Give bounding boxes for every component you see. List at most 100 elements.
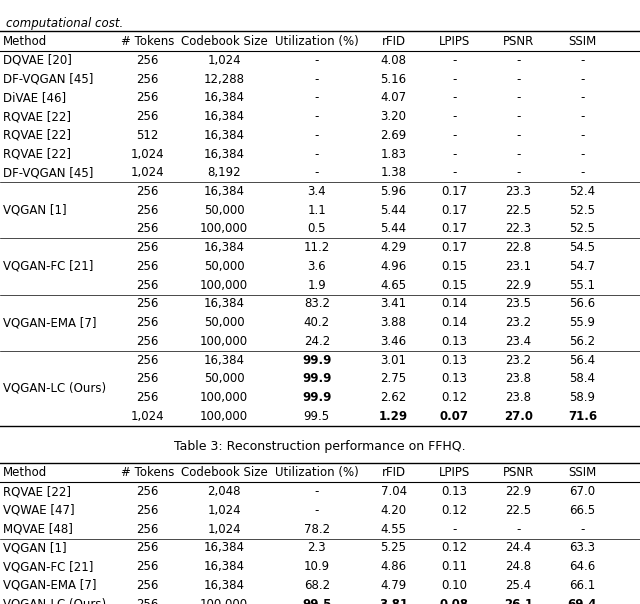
Text: 56.4: 56.4 [570, 353, 595, 367]
Text: VQGAN-LC (Ours): VQGAN-LC (Ours) [3, 382, 106, 394]
Text: 256: 256 [136, 204, 158, 217]
Text: 256: 256 [136, 91, 158, 104]
Text: VQGAN [1]: VQGAN [1] [3, 541, 67, 554]
Text: -: - [452, 91, 456, 104]
Text: 8,192: 8,192 [207, 166, 241, 179]
Text: -: - [315, 72, 319, 86]
Text: 0.13: 0.13 [442, 485, 467, 498]
Text: 0.17: 0.17 [442, 222, 467, 236]
Text: 1.1: 1.1 [307, 204, 326, 217]
Text: -: - [452, 72, 456, 86]
Text: computational cost.: computational cost. [6, 17, 124, 30]
Text: -: - [580, 166, 584, 179]
Text: 23.8: 23.8 [506, 391, 531, 404]
Text: 52.4: 52.4 [570, 185, 595, 198]
Text: -: - [580, 91, 584, 104]
Text: 3.88: 3.88 [381, 316, 406, 329]
Text: 0.17: 0.17 [442, 241, 467, 254]
Text: 99.5: 99.5 [302, 597, 332, 604]
Text: 0.13: 0.13 [442, 372, 467, 385]
Text: 4.29: 4.29 [380, 241, 407, 254]
Text: -: - [315, 166, 319, 179]
Text: -: - [580, 522, 584, 536]
Text: 0.13: 0.13 [442, 335, 467, 348]
Text: 16,384: 16,384 [204, 541, 244, 554]
Text: 5.44: 5.44 [381, 222, 406, 236]
Text: 100,000: 100,000 [200, 278, 248, 292]
Text: -: - [315, 110, 319, 123]
Text: 0.12: 0.12 [442, 541, 467, 554]
Text: -: - [580, 147, 584, 161]
Text: 64.6: 64.6 [569, 560, 596, 573]
Text: 16,384: 16,384 [204, 579, 244, 592]
Text: SSIM: SSIM [568, 466, 596, 479]
Text: 256: 256 [136, 560, 158, 573]
Text: 71.6: 71.6 [568, 410, 597, 423]
Text: 7.04: 7.04 [381, 485, 406, 498]
Text: -: - [580, 54, 584, 67]
Text: 256: 256 [136, 485, 158, 498]
Text: -: - [452, 147, 456, 161]
Text: 99.9: 99.9 [302, 353, 332, 367]
Text: 58.9: 58.9 [570, 391, 595, 404]
Text: 1.83: 1.83 [381, 147, 406, 161]
Text: 256: 256 [136, 335, 158, 348]
Text: -: - [516, 522, 520, 536]
Text: 0.12: 0.12 [442, 504, 467, 517]
Text: # Tokens: # Tokens [120, 466, 174, 479]
Text: VQGAN-FC [21]: VQGAN-FC [21] [3, 260, 93, 273]
Text: MQVAE [48]: MQVAE [48] [3, 522, 73, 536]
Text: 0.12: 0.12 [442, 391, 467, 404]
Text: RQVAE [22]: RQVAE [22] [3, 129, 71, 142]
Text: VQGAN-LC (Ours): VQGAN-LC (Ours) [3, 597, 106, 604]
Text: -: - [315, 129, 319, 142]
Text: -: - [315, 91, 319, 104]
Text: 63.3: 63.3 [570, 541, 595, 554]
Text: 58.4: 58.4 [570, 372, 595, 385]
Text: # Tokens: # Tokens [120, 34, 174, 48]
Text: Codebook Size: Codebook Size [180, 34, 268, 48]
Text: 99.9: 99.9 [302, 372, 332, 385]
Text: 3.46: 3.46 [381, 335, 406, 348]
Text: 50,000: 50,000 [204, 372, 244, 385]
Text: 22.9: 22.9 [505, 485, 532, 498]
Text: 69.4: 69.4 [568, 597, 597, 604]
Text: 22.5: 22.5 [506, 504, 531, 517]
Text: Method: Method [3, 34, 47, 48]
Text: 24.4: 24.4 [505, 541, 532, 554]
Text: 1,024: 1,024 [131, 410, 164, 423]
Text: 50,000: 50,000 [204, 204, 244, 217]
Text: -: - [516, 129, 520, 142]
Text: 0.14: 0.14 [442, 297, 467, 310]
Text: 0.13: 0.13 [442, 353, 467, 367]
Text: -: - [452, 129, 456, 142]
Text: -: - [516, 147, 520, 161]
Text: 3.81: 3.81 [379, 597, 408, 604]
Text: -: - [580, 72, 584, 86]
Text: 2.69: 2.69 [380, 129, 407, 142]
Text: rFID: rFID [381, 34, 406, 48]
Text: 0.15: 0.15 [442, 278, 467, 292]
Text: 4.96: 4.96 [380, 260, 407, 273]
Text: 0.17: 0.17 [442, 204, 467, 217]
Text: 16,384: 16,384 [204, 353, 244, 367]
Text: 4.79: 4.79 [380, 579, 407, 592]
Text: -: - [315, 504, 319, 517]
Text: 0.11: 0.11 [442, 560, 467, 573]
Text: 16,384: 16,384 [204, 241, 244, 254]
Text: 16,384: 16,384 [204, 147, 244, 161]
Text: PSNR: PSNR [503, 34, 534, 48]
Text: 0.5: 0.5 [308, 222, 326, 236]
Text: Utilization (%): Utilization (%) [275, 466, 358, 479]
Text: 78.2: 78.2 [304, 522, 330, 536]
Text: 68.2: 68.2 [304, 579, 330, 592]
Text: 23.8: 23.8 [506, 372, 531, 385]
Text: 256: 256 [136, 353, 158, 367]
Text: 56.2: 56.2 [570, 335, 595, 348]
Text: VQGAN-EMA [7]: VQGAN-EMA [7] [3, 316, 97, 329]
Text: -: - [516, 166, 520, 179]
Text: DF-VQGAN [45]: DF-VQGAN [45] [3, 166, 93, 179]
Text: 3.4: 3.4 [307, 185, 326, 198]
Text: 1.9: 1.9 [307, 278, 326, 292]
Text: 5.44: 5.44 [381, 204, 406, 217]
